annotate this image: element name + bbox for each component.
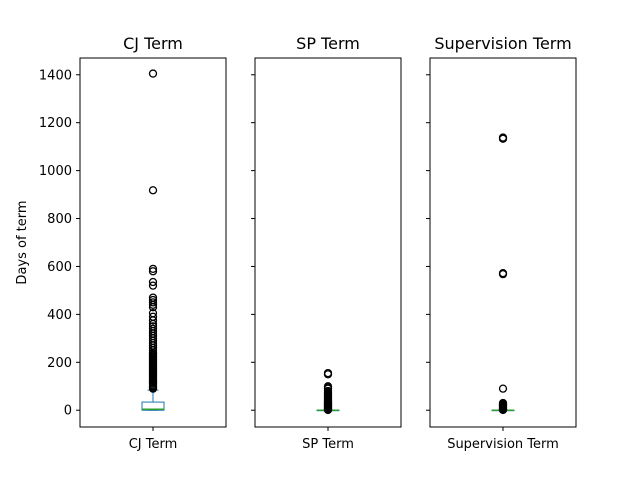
outlier-point xyxy=(148,324,158,333)
panel-title: Supervision Term xyxy=(434,34,571,53)
outlier-point xyxy=(323,368,333,378)
y-tick-label: 400 xyxy=(47,308,72,323)
y-tick-label: 1400 xyxy=(39,68,72,83)
panel-3: Supervision Term Supervision Term xyxy=(426,34,577,452)
panel-title: CJ Term xyxy=(123,34,183,53)
outlier-point xyxy=(148,69,158,78)
outlier-point xyxy=(148,277,158,287)
x-tick-label: CJ Term xyxy=(129,437,178,452)
y-tick-label: 600 xyxy=(47,260,72,275)
outlier-point xyxy=(498,269,508,278)
outlier-point xyxy=(148,281,158,290)
outlier-point xyxy=(498,384,508,393)
outlier-point xyxy=(498,398,508,408)
outlier-point xyxy=(323,382,333,391)
axes-frame xyxy=(429,57,577,428)
outlier-point xyxy=(148,298,158,307)
y-tick-label: 1000 xyxy=(39,164,72,179)
outlier-point xyxy=(498,133,508,142)
axes-frame xyxy=(254,57,402,428)
panel-2: SP Term SP Term xyxy=(251,34,402,452)
x-tick-label: SP Term xyxy=(302,437,354,452)
outlier-point xyxy=(148,309,158,318)
outlier-point xyxy=(148,295,158,305)
outlier-point xyxy=(148,322,158,331)
y-tick-label: 0 xyxy=(64,404,72,419)
y-tick-label: 200 xyxy=(47,356,72,371)
outlier-point xyxy=(148,186,158,195)
outlier-point xyxy=(148,267,158,276)
outlier-point xyxy=(148,264,158,274)
axes-frame xyxy=(79,57,227,428)
box xyxy=(141,401,165,411)
panel-1: CJ Term 0 200 400 600 800 1000 1200 1400 CJ Term xyxy=(39,34,227,452)
panel-title: SP Term xyxy=(296,34,360,53)
outlier-point xyxy=(148,293,158,302)
y-axis-label: Days of term xyxy=(15,200,30,284)
outlier-point xyxy=(323,386,333,396)
x-tick-label: Supervision Term xyxy=(447,437,559,452)
y-tick-label: 800 xyxy=(47,212,72,227)
y-tick-label: 1200 xyxy=(39,116,72,131)
outlier-point xyxy=(148,312,158,321)
